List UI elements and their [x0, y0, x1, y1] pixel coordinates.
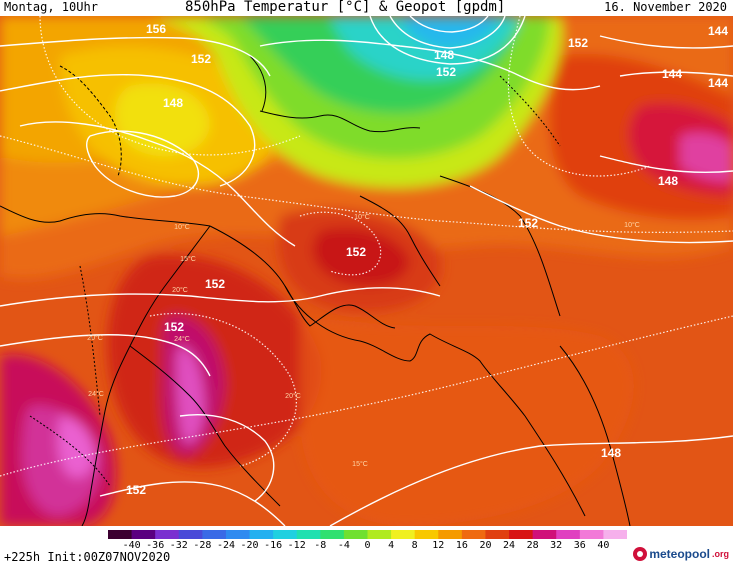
legend-tick-label: 28: [526, 540, 539, 551]
legend-swatch: [509, 530, 534, 539]
legend-swatch: [485, 530, 510, 539]
isotherm-label: 10°C: [174, 223, 190, 231]
legend-swatch: [414, 530, 439, 539]
geopotential-label: 152: [164, 320, 184, 334]
legend-tick-label: 8: [411, 540, 418, 551]
legend-swatch: [367, 530, 392, 539]
legend-tick-label: -32: [169, 540, 188, 551]
legend-swatch: [273, 530, 298, 539]
legend-tick-label: -16: [264, 540, 283, 551]
geopotential-label: 152: [126, 483, 146, 497]
legend-tick-label: 36: [573, 540, 586, 551]
isotherm-label: 15°C: [352, 460, 368, 468]
geopotential-label: 152: [191, 52, 211, 66]
legend-tick-label: -40: [122, 540, 141, 551]
brand-name: meteopool: [649, 547, 710, 561]
legend-tick-label: -28: [193, 540, 212, 551]
brand-logo[interactable]: meteopool .org: [633, 545, 729, 563]
legend-swatch: [556, 530, 581, 539]
legend-swatch: [296, 530, 321, 539]
legend-tick-label: 40: [597, 540, 610, 551]
temperature-field: [0, 16, 733, 526]
map-title: 850hPa Temperatur [°C] & Geopot [gpdm]: [185, 0, 506, 15]
isotherm-labels: 10°C 10°C 15°C 20°C 20°C 24°C 24°C 20°C 15°C 10°C: [87, 213, 640, 468]
legend-swatch: [202, 530, 227, 539]
legend-swatch: [603, 530, 627, 539]
header-bar: Montag, 10Uhr 850hPa Temperatur [°C] & G…: [0, 0, 733, 16]
legend-tick-label: 20: [479, 540, 492, 551]
color-legend-bar: [108, 530, 627, 539]
geopotential-label: 148: [658, 174, 678, 188]
geopotential-label: 152: [518, 216, 538, 230]
isotherm-label: 24°C: [174, 335, 190, 343]
geopotential-label: 148: [601, 446, 621, 460]
geopotential-label: 144: [708, 24, 728, 38]
legend-swatch: [391, 530, 416, 539]
geopotential-label: 144: [662, 67, 682, 81]
legend-swatch: [343, 530, 369, 539]
legend-swatch: [108, 530, 133, 539]
isotherm-label: 10°C: [354, 213, 370, 221]
legend-swatch: [438, 530, 463, 539]
legend-tick-label: -12: [287, 540, 306, 551]
legend-tick-label: -20: [240, 540, 259, 551]
legend-swatch: [461, 530, 487, 539]
legend-tick-label: 24: [502, 540, 516, 551]
color-legend-ticks: -40 -36 -32 -28 -24 -20 -16 -12 -8 -4 0 4 8 12 16 20 24 2…: [108, 540, 627, 552]
geopotential-labels: 156 152 148 148 152 152 144 144 144 148 152 152 152 1…: [126, 22, 728, 497]
legend-tick-label: 32: [550, 540, 563, 551]
legend-swatch: [178, 530, 203, 539]
legend-swatch: [532, 530, 557, 539]
geopotential-label: 156: [146, 22, 166, 36]
geopotential-label: 152: [346, 245, 366, 259]
geopotential-label: 144: [708, 76, 728, 90]
isotherm-label: 15°C: [180, 255, 196, 263]
legend-swatch: [579, 530, 605, 539]
isotherm-label: 20°C: [87, 334, 103, 342]
weather-map[interactable]: 1561521481481521521441441441481521521521…: [0, 16, 733, 526]
legend-swatch: [320, 530, 345, 539]
legend-swatch: [249, 530, 274, 539]
logo-icon: [633, 547, 648, 561]
geopotential-label: 148: [163, 96, 183, 110]
valid-date-label: 16. November 2020: [604, 0, 727, 14]
isotherm-label: 10°C: [624, 221, 640, 229]
legend-tick-label: -24: [216, 540, 236, 551]
geopotential-contours: [0, 16, 733, 526]
isotherm-label: 20°C: [285, 392, 301, 400]
isotherm-label: 24°C: [88, 390, 104, 398]
geopotential-label: 152: [568, 36, 588, 50]
run-info: +225h Init:00Z07NOV2020: [4, 550, 171, 564]
legend-tick-label: 4: [388, 540, 395, 551]
geopotential-label: 152: [205, 277, 225, 291]
isotherm-label: 20°C: [172, 286, 188, 294]
valid-time-label: Montag, 10Uhr: [4, 0, 98, 14]
legend-swatch: [131, 530, 156, 539]
coastlines-borders: [0, 55, 631, 526]
legend-tick-label: 16: [455, 540, 468, 551]
brand-suffix: .org: [712, 549, 729, 559]
legend-tick-label: 0: [364, 540, 371, 551]
geopotential-label: 152: [436, 65, 456, 79]
temperature-isotherms: [0, 16, 733, 477]
legend-swatch: [155, 530, 180, 539]
legend-tick-label: -36: [146, 540, 165, 551]
legend-tick-label: -8: [314, 540, 327, 551]
legend-tick-label: 12: [432, 540, 445, 551]
geopotential-label: 148: [434, 48, 454, 62]
legend-tick-label: -4: [337, 540, 350, 551]
legend-swatch: [225, 530, 251, 539]
